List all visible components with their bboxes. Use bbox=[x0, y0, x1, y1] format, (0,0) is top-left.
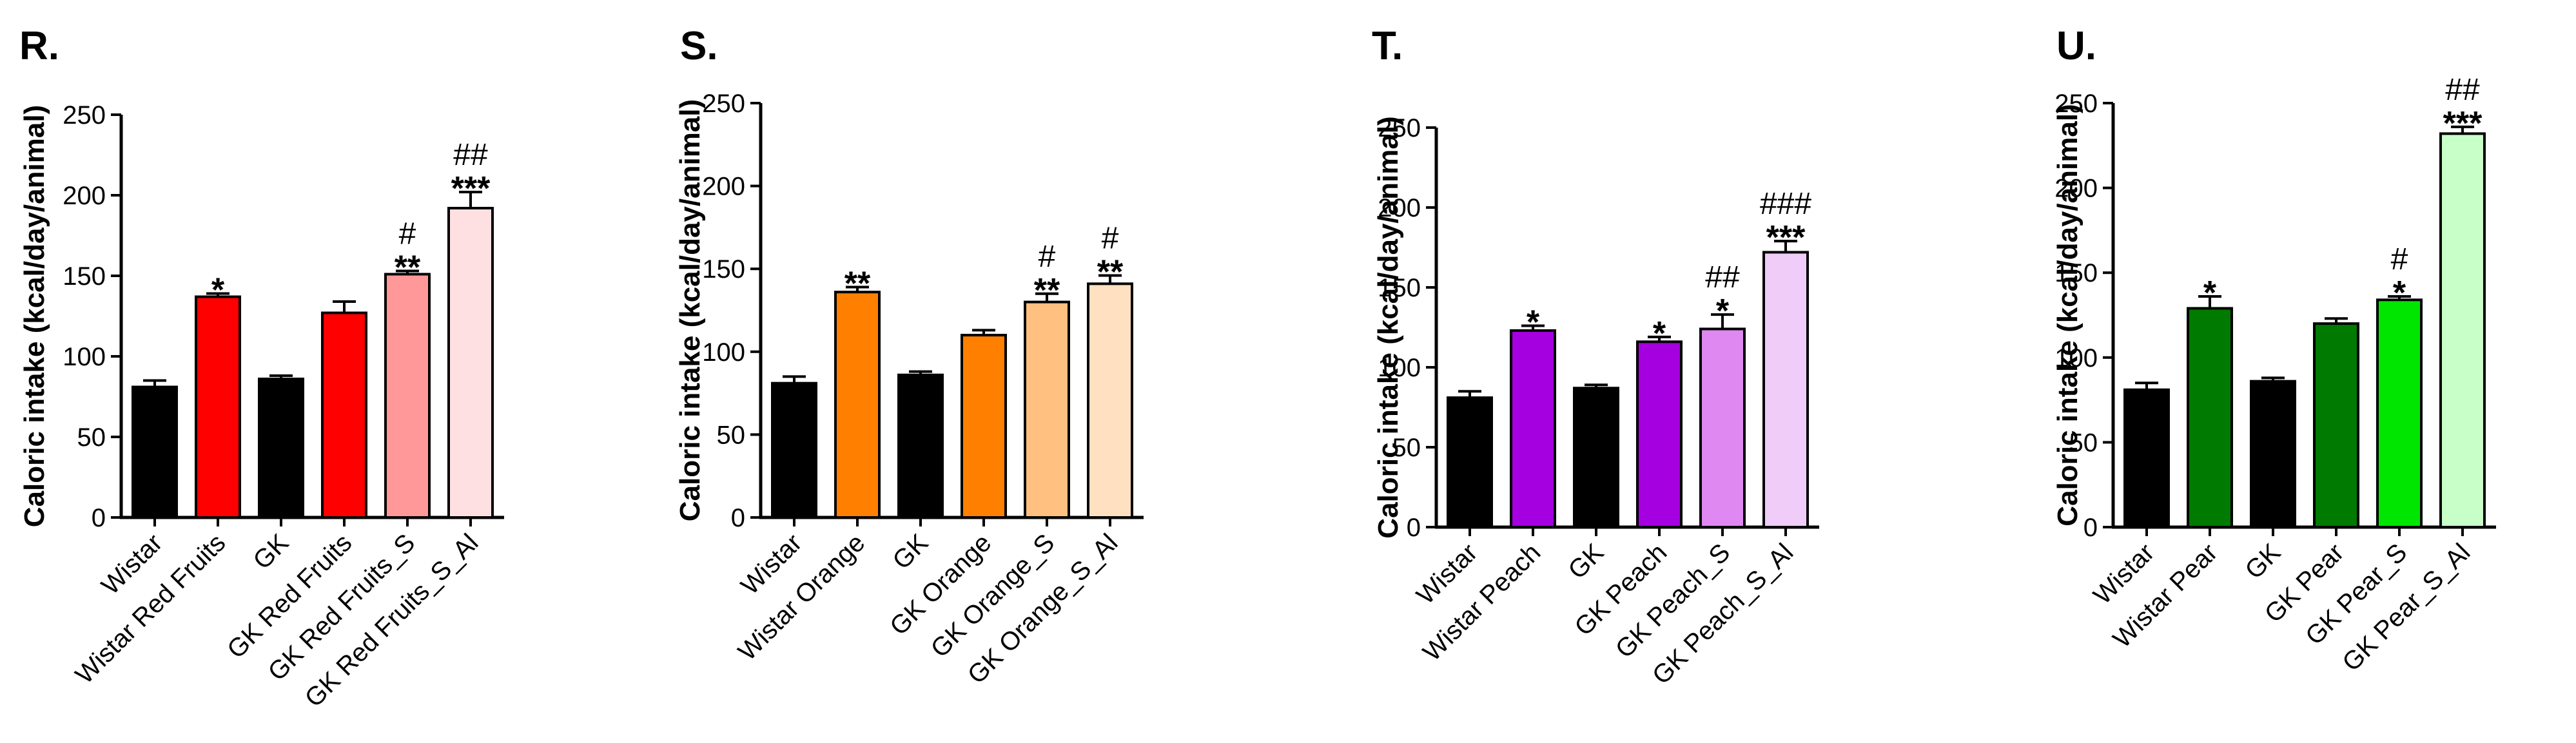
y-tick-label: 150 bbox=[63, 262, 106, 291]
y-tick-label: 250 bbox=[1378, 114, 1421, 142]
y-tick-label: 200 bbox=[63, 182, 106, 210]
y-tick-label: 250 bbox=[63, 101, 106, 130]
y-tick-label: 150 bbox=[1378, 274, 1421, 302]
y-tick-label: 250 bbox=[702, 90, 745, 118]
y-tick-label: 250 bbox=[2054, 90, 2098, 118]
y-tick-label: 50 bbox=[717, 421, 746, 449]
y-tick-label: 50 bbox=[2069, 429, 2098, 457]
bar bbox=[2376, 298, 2423, 528]
x-tick-label: GK bbox=[1563, 538, 1609, 584]
bar bbox=[961, 334, 1007, 519]
y-axis-label: Caloric intake (kcal/day/animal) bbox=[674, 99, 706, 521]
x-tick-label: GK bbox=[887, 528, 933, 575]
significance-star: * bbox=[1653, 315, 1666, 352]
bar bbox=[2250, 380, 2296, 529]
y-tick-label: 200 bbox=[1378, 194, 1421, 222]
bar bbox=[1024, 300, 1070, 519]
chart-panel-1: R. Caloric intake (kcal/day/animal) 0 50 100… bbox=[19, 24, 504, 713]
y-tick-label: 150 bbox=[2054, 259, 2098, 287]
y-axis-label: Caloric intake (kcal/day/animal) bbox=[2052, 104, 2083, 526]
x-tick-label: GK bbox=[2239, 538, 2286, 584]
bar bbox=[1087, 282, 1133, 519]
significance-star: ** bbox=[844, 265, 871, 302]
chart-panel-4: U. Caloric intake (kcal/day/animal)0 50 100… bbox=[2052, 24, 2496, 677]
y-tick-label: 100 bbox=[1378, 354, 1421, 382]
bar bbox=[447, 207, 494, 519]
bar bbox=[1699, 327, 1746, 528]
significance-hash: ### bbox=[1760, 187, 1811, 221]
panel-letter: R. bbox=[19, 24, 59, 68]
significance-star: *** bbox=[451, 170, 491, 207]
significance-star: * bbox=[2203, 275, 2217, 312]
y-tick-label: 0 bbox=[731, 504, 745, 532]
bar bbox=[1636, 340, 1683, 528]
significance-star: * bbox=[211, 272, 225, 309]
y-tick-label: 100 bbox=[702, 338, 745, 367]
panel-letter: S. bbox=[680, 24, 718, 68]
y-tick-label: 0 bbox=[1407, 514, 1421, 542]
bar bbox=[1447, 396, 1493, 528]
bar bbox=[384, 273, 431, 519]
x-tick-label: GK bbox=[248, 528, 294, 575]
bar bbox=[897, 373, 944, 519]
significance-hash: # bbox=[399, 217, 416, 251]
y-tick-label: 50 bbox=[1392, 434, 1421, 462]
y-tick-label: 200 bbox=[2054, 175, 2098, 203]
significance-hash: ## bbox=[453, 138, 488, 172]
bar bbox=[771, 381, 817, 519]
significance-hash: ## bbox=[1705, 260, 1740, 294]
significance-hash: ## bbox=[2445, 73, 2480, 107]
y-axis-label: Caloric intake (kcal/day/animal) bbox=[19, 105, 50, 527]
bar bbox=[2313, 322, 2359, 528]
bar bbox=[258, 378, 304, 519]
bar bbox=[1573, 387, 1619, 528]
y-tick-label: 0 bbox=[92, 504, 106, 532]
significance-star: ** bbox=[1097, 253, 1124, 291]
y-tick-label: 150 bbox=[702, 255, 745, 284]
y-tick-label: 50 bbox=[77, 423, 106, 452]
y-tick-label: 100 bbox=[2054, 344, 2098, 372]
y-axis-label: Caloric intake (kcal/day/animal) bbox=[1372, 116, 1404, 538]
significance-star: * bbox=[1716, 293, 1730, 330]
significance-star: ** bbox=[395, 249, 421, 287]
bar bbox=[132, 385, 178, 519]
bar bbox=[834, 291, 881, 519]
significance-hash: # bbox=[2391, 242, 2408, 276]
chart-panel-3: T. Caloric intake (kcal/day/animal) 0 50 100… bbox=[1372, 24, 1819, 690]
y-tick-label: 200 bbox=[702, 173, 745, 201]
bar bbox=[195, 295, 241, 519]
significance-star: ** bbox=[1034, 272, 1060, 309]
significance-star: *** bbox=[2443, 105, 2483, 142]
bar bbox=[321, 311, 367, 519]
y-tick-label: 100 bbox=[63, 343, 106, 371]
panel-letter: U. bbox=[2056, 24, 2096, 68]
significance-hash: # bbox=[1102, 221, 1119, 255]
significance-star: * bbox=[2393, 275, 2406, 312]
bar bbox=[1510, 329, 1556, 529]
significance-hash: # bbox=[1039, 240, 1056, 274]
significance-star: *** bbox=[1766, 219, 1806, 256]
bar bbox=[2187, 307, 2233, 528]
significance-star: * bbox=[1527, 304, 1540, 342]
y-tick-label: 0 bbox=[2083, 514, 2098, 542]
chart-panel-2: S. Caloric intake (kcal/day/animal) 0 50 100… bbox=[674, 24, 1144, 690]
panel-letter: T. bbox=[1372, 24, 1403, 68]
bar bbox=[1762, 251, 1809, 528]
bar bbox=[2439, 132, 2486, 529]
bar bbox=[2123, 388, 2170, 528]
